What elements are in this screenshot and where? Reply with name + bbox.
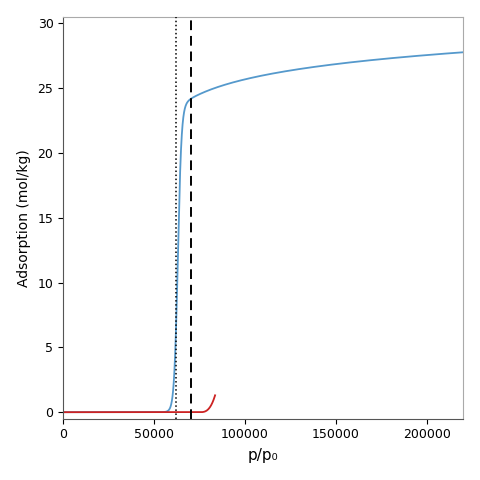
X-axis label: p/p₀: p/p₀ [248, 448, 279, 463]
Y-axis label: Adsorption (mol/kg): Adsorption (mol/kg) [17, 149, 31, 287]
